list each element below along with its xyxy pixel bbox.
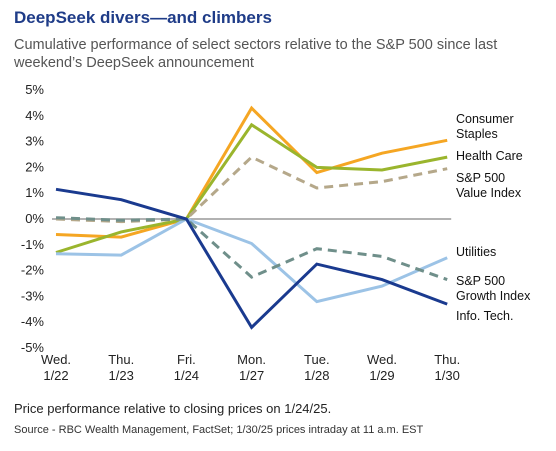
chart-note: Price performance relative to closing pr… (14, 401, 332, 416)
x-tick-label: 1/30 (435, 368, 460, 383)
series-label: S&P 500 (456, 274, 505, 288)
x-tick-label: 1/24 (174, 368, 199, 383)
y-tick-label: -3% (21, 288, 45, 303)
x-tick-label: Mon. (237, 352, 266, 367)
y-tick-label: 2% (25, 159, 44, 174)
x-tick-label: Thu. (434, 352, 460, 367)
chart-subtitle: Cumulative performance of select sectors… (14, 37, 498, 71)
series-label: Health Care (456, 149, 523, 163)
x-tick-label: 1/23 (109, 368, 134, 383)
y-tick-label: 0% (25, 211, 44, 226)
y-tick-label: -4% (21, 314, 45, 329)
y-tick-label: 4% (25, 108, 44, 123)
x-tick-label: Wed. (367, 352, 397, 367)
series-line (55, 155, 448, 224)
chart-source: Source - RBC Wealth Management, FactSet;… (14, 424, 424, 436)
x-tick-label: Tue. (304, 352, 330, 367)
x-tick-label: 1/27 (239, 368, 264, 383)
series-label: Utilities (456, 245, 496, 259)
x-tick-label: 1/22 (43, 368, 68, 383)
series-line (55, 216, 448, 282)
y-tick-label: 5% (25, 82, 44, 97)
series-line (55, 105, 448, 239)
series-label: Growth Index (456, 289, 531, 303)
series-label: Info. Tech. (456, 309, 513, 323)
x-tick-label: 1/29 (369, 368, 394, 383)
y-tick-label: 1% (25, 185, 44, 200)
series-label: Value Index (456, 186, 522, 200)
x-tick-label: Thu. (108, 352, 134, 367)
x-tick-label: Wed. (41, 352, 71, 367)
y-tick-label: -1% (21, 237, 45, 252)
y-tick-label: -5% (21, 340, 45, 355)
x-tick-label: 1/28 (304, 368, 329, 383)
series-label: Staples (456, 127, 498, 141)
series-line (55, 122, 448, 254)
series-label: Consumer (456, 112, 514, 126)
series-line (55, 217, 448, 304)
line-chart: 5%4%3%2%1%0%-1%-2%-3%-4%-5%Wed.1/22Thu.1… (21, 82, 531, 383)
x-tick-label: Fri. (177, 352, 196, 367)
series-line (55, 187, 448, 330)
series-label: S&P 500 (456, 171, 505, 185)
chart-title: DeepSeek divers—and climbers (14, 8, 272, 27)
y-tick-label: -2% (21, 263, 45, 278)
y-tick-label: 3% (25, 134, 44, 149)
